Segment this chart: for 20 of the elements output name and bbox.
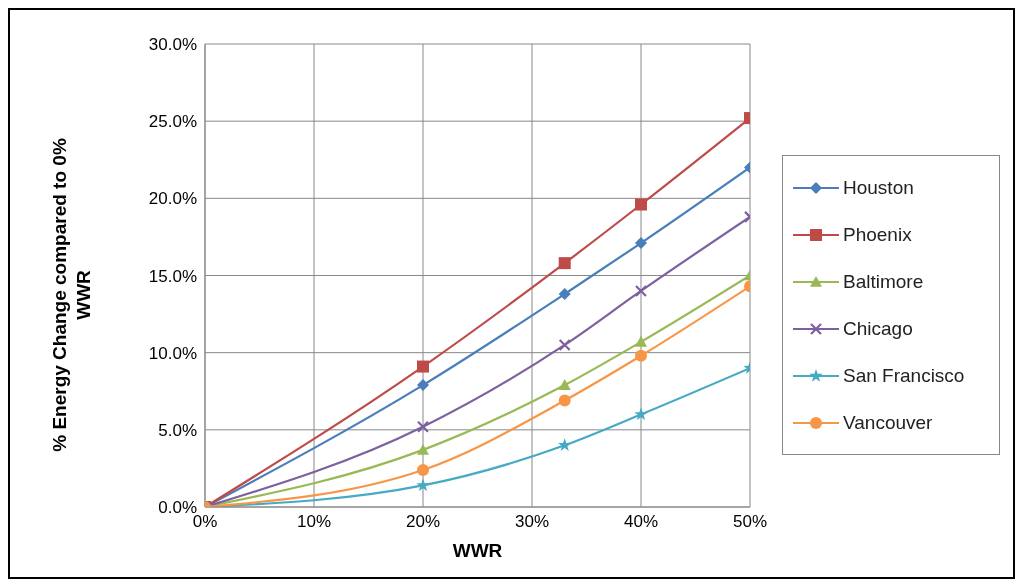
x-tick-label: 20% (405, 512, 441, 532)
x-tick-label: 10% (296, 512, 332, 532)
y-tick-label: 5.0% (158, 420, 197, 440)
x-tick-label: 30% (514, 512, 550, 532)
y-tick-label: 20.0% (148, 189, 197, 209)
x-tick-label: 0% (192, 512, 218, 532)
legend-label: Phoenix (843, 223, 912, 246)
y-tick-label: 10.0% (148, 343, 197, 363)
y-tick-label: 15.0% (148, 266, 197, 286)
x-tick-label: 40% (623, 512, 659, 532)
x-axis-title: WWR (452, 540, 503, 561)
legend-label: Houston (843, 176, 914, 199)
legend-label: Vancouver (843, 411, 933, 434)
legend-label: Chicago (843, 317, 913, 340)
x-tick-label: 50% (732, 512, 768, 532)
y-tick-label: 30.0% (148, 35, 197, 55)
legend-label: Baltimore (843, 270, 924, 293)
legend-label: San Francisco (843, 364, 965, 387)
y-tick-label: 25.0% (148, 112, 197, 132)
y-axis-title: % Energy Change compared to 0% WWR (49, 138, 94, 452)
